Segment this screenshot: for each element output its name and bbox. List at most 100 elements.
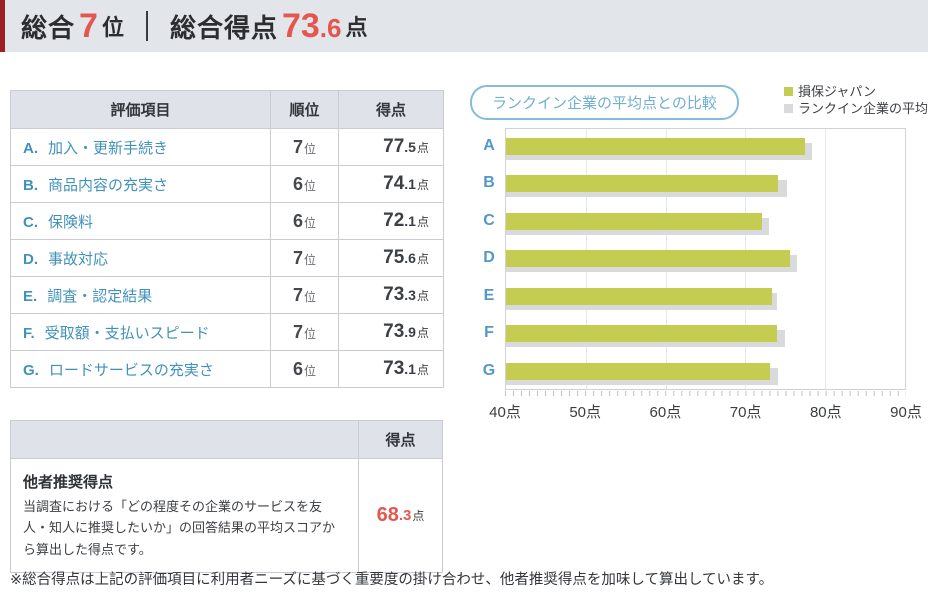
score-value: 73 — [383, 321, 405, 342]
chart-title: ランクイン企業の平均点との比較 — [470, 85, 739, 120]
bar-company — [506, 175, 779, 193]
score-unit: 点 — [416, 326, 429, 340]
evaluation-table-header: 評価項目 順位 得点 — [10, 90, 444, 129]
rank-unit: 位 — [304, 178, 317, 193]
table-row: E. 調査・認定結果 7位 73.3点 — [10, 276, 444, 314]
rank-value: 7 — [292, 321, 303, 342]
rank-value: 7 — [292, 136, 303, 157]
bar-company — [506, 138, 806, 155]
chart-x-tick-label: 90点 — [890, 404, 922, 421]
score-value: 73 — [383, 358, 405, 379]
chart-category-label: F — [484, 324, 494, 342]
chart-minor-ticks-bottom — [505, 391, 906, 396]
overall-score-label: 総合得点 — [169, 12, 278, 43]
column-header-item: 評価項目 — [10, 90, 271, 129]
chart-category-label: B — [483, 174, 495, 192]
chart-x-tick-label: 70点 — [729, 404, 762, 421]
rank-unit: 位 — [304, 363, 317, 378]
legend-item-average: ランクイン企業の平均 — [783, 100, 928, 117]
chart-category-axis: A B C D E F G — [476, 128, 502, 390]
chart-category-label: A — [483, 137, 495, 154]
rank-value: 6 — [292, 173, 303, 194]
rank-unit: 位 — [304, 289, 317, 304]
item-letter: A. — [23, 139, 38, 157]
table-row: A. 加入・更新手続き 7位 77.5点 — [10, 128, 444, 166]
score-frac: .1 — [404, 176, 416, 192]
score-value: 77 — [383, 136, 405, 157]
overall-score-value: 73.6 — [281, 7, 342, 45]
recommendation-score: 68.3 点 — [376, 504, 425, 527]
bar-company — [506, 325, 777, 343]
score-frac: .5 — [404, 139, 416, 155]
score-frac: .1 — [404, 213, 416, 229]
bar-company — [506, 212, 763, 230]
item-letter: E. — [23, 287, 38, 305]
item-label: ロードサービスの充実さ — [48, 361, 214, 379]
rank-value: 7 — [292, 247, 303, 268]
score-unit: 点 — [416, 252, 429, 266]
rank-value: 6 — [292, 210, 303, 231]
score-value: 75 — [383, 247, 405, 268]
chart-plot-area: A B C D E F G 40点 50点 60点 70点 80点 90点 — [470, 128, 928, 428]
recommendation-header-empty-cell — [11, 421, 359, 458]
recommendation-title: 他者推奨得点 — [23, 474, 114, 491]
recommendation-table-header: 得点 — [11, 421, 442, 459]
rank-value: 6 — [292, 358, 303, 379]
overall-rank-unit: 位 — [101, 15, 124, 40]
score-value: 72 — [383, 210, 405, 231]
footnote: ※総合得点は上記の評価項目に利用者ニーズに基づく重要度の掛け合わせ、他者推奨得点… — [10, 572, 774, 588]
chart-gridline — [825, 129, 827, 389]
table-row: F. 受取額・支払いスピード 7位 73.9点 — [10, 313, 444, 351]
chart-category-label: C — [483, 211, 495, 229]
rank-unit: 位 — [304, 326, 317, 341]
legend-swatch-average — [783, 104, 793, 113]
column-header-score: 得点 — [338, 90, 444, 129]
recommendation-table: 得点 他者推奨得点 当調査における「どの程度その企業のサービスを友人・知人に推奨… — [10, 420, 443, 574]
table-row: D. 事故対応 7位 75.6点 — [10, 239, 444, 277]
bar-company — [506, 287, 772, 305]
table-row: C. 保険料 6位 72.1点 — [10, 202, 444, 240]
score-unit: 点 — [416, 215, 429, 229]
chart-x-tick-label: 40点 — [489, 404, 521, 421]
item-label: 事故対応 — [48, 250, 109, 268]
score-unit: 点 — [416, 363, 429, 377]
chart-x-tick-label: 80点 — [809, 404, 842, 421]
score-unit: 点 — [416, 178, 429, 192]
rank-unit: 位 — [304, 215, 317, 230]
chart-x-axis: 40点 50点 60点 70点 80点 90点 — [489, 401, 922, 421]
item-letter: G. — [23, 361, 39, 379]
recommendation-description: 当調査における「どの程度その企業のサービスを友人・知人に推奨したいか」の回答結果… — [23, 499, 336, 557]
header-separator — [145, 11, 148, 41]
rank-value: 7 — [292, 284, 303, 305]
chart-x-tick-label: 60点 — [649, 404, 682, 421]
recommendation-header-score: 得点 — [385, 432, 416, 449]
overall-score-unit: 点 — [345, 15, 368, 40]
legend-label-company: 損保ジャパン — [797, 84, 876, 99]
item-label: 加入・更新手続き — [48, 139, 169, 157]
score-frac: .6 — [404, 250, 416, 266]
rank-unit: 位 — [304, 141, 317, 156]
score-frac: .3 — [404, 287, 416, 303]
item-label: 調査・認定結果 — [47, 287, 153, 305]
chart-legend: 損保ジャパン ランクイン企業の平均 — [783, 83, 928, 117]
rank-unit: 位 — [304, 252, 317, 267]
chart-category-label: D — [483, 249, 495, 267]
item-letter: D. — [23, 250, 38, 268]
chart-category-label: E — [483, 286, 495, 304]
comparison-chart: ランクイン企業の平均点との比較 損保ジャパン ランクイン企業の平均 A B C D E F… — [470, 83, 928, 428]
evaluation-section: 評価項目 順位 得点 A. 加入・更新手続き 7位 77.5点 B. 商品内容の充実… — [10, 90, 444, 388]
score-unit: 点 — [416, 141, 429, 155]
bar-company — [506, 362, 771, 380]
item-label: 受取額・支払いスピード — [44, 324, 210, 342]
item-letter: C. — [23, 213, 38, 231]
score-frac: .9 — [404, 324, 416, 340]
legend-swatch-company — [783, 87, 793, 96]
column-header-rank: 順位 — [270, 90, 339, 129]
score-value: 74 — [383, 173, 405, 194]
item-letter: B. — [23, 176, 38, 194]
item-label: 保険料 — [48, 213, 94, 231]
summary-header: 総合 7 位 総合得点 73.6 点 — [0, 0, 928, 52]
bar-company — [506, 250, 791, 268]
chart-plot — [505, 128, 906, 390]
item-label: 商品内容の充実さ — [48, 176, 169, 194]
